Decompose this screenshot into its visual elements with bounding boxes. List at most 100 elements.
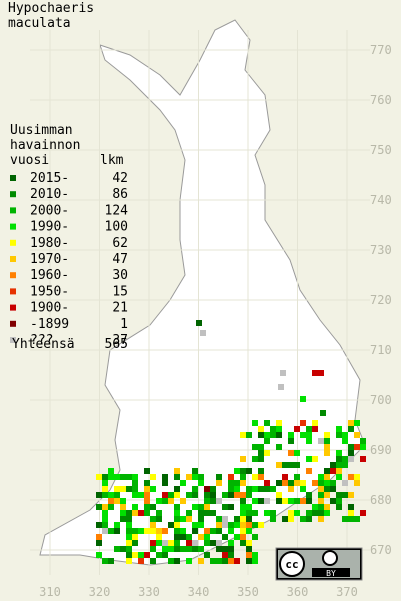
observation-square [132,474,138,480]
observation-square [228,474,234,480]
legend-swatch [10,256,16,262]
observation-square [246,486,252,492]
observation-square [102,474,108,480]
observation-square [132,534,138,540]
observation-square [228,552,234,558]
observation-square [240,468,246,474]
observation-square [264,480,270,486]
observation-square [312,426,318,432]
observation-square [252,522,258,528]
observation-square [198,474,204,480]
observation-square [354,432,360,438]
x-grid-label: 320 [89,585,111,599]
observation-square [108,558,114,564]
observation-square [252,420,258,426]
observation-square [168,492,174,498]
observation-square [108,492,114,498]
observation-square [216,474,222,480]
legend-count: 42 [112,171,128,186]
observation-square [120,498,126,504]
observation-square [144,552,150,558]
observation-square [174,516,180,522]
observation-square [108,504,114,510]
observation-square [228,540,234,546]
observation-square [276,444,282,450]
observation-square [282,480,288,486]
observation-square [348,450,354,456]
observation-square [204,552,210,558]
observation-square [354,420,360,426]
observation-square [270,486,276,492]
observation-square [186,534,192,540]
legend-header: havainnon [10,138,80,153]
license-text: BY [326,569,336,578]
observation-square [180,498,186,504]
observation-square [342,492,348,498]
observation-square [196,320,202,326]
observation-square [324,474,330,480]
observation-square [294,480,300,486]
observation-square [198,510,204,516]
observation-square [120,510,126,516]
observation-square [280,370,286,376]
observation-square [336,504,342,510]
observation-square [102,480,108,486]
observation-square [288,438,294,444]
observation-square [258,468,264,474]
observation-square [324,510,330,516]
observation-square [336,456,342,462]
observation-square [132,480,138,486]
observation-square [354,474,360,480]
observation-square [162,480,168,486]
observation-square [246,516,252,522]
observation-square [240,540,246,546]
legend-swatch [10,207,16,214]
observation-square [300,420,306,426]
observation-square [114,522,120,528]
observation-square [126,528,132,534]
observation-square [204,510,210,516]
observation-square [114,486,120,492]
observation-square [156,498,162,504]
observation-square [240,534,246,540]
observation-square [234,468,240,474]
observation-square [102,528,108,534]
observation-square [108,474,114,480]
observation-square [312,370,318,376]
observation-square [210,528,216,534]
observation-square [96,522,102,528]
observation-square [156,516,162,522]
observation-square [252,552,258,558]
observation-square [246,492,252,498]
observation-square [108,468,114,474]
observation-square [150,504,156,510]
observation-square [204,528,210,534]
observation-square [174,492,180,498]
x-grid-label: 330 [138,585,160,599]
observation-square [288,480,294,486]
observation-square [168,522,174,528]
observation-square [126,558,132,564]
observation-square [162,528,168,534]
observation-square [360,438,366,444]
observation-square [234,492,240,498]
legend-header: Uusimman [10,123,73,138]
observation-square [282,462,288,468]
observation-square [252,456,258,462]
observation-square [198,558,204,564]
observation-square [240,498,246,504]
observation-square [270,516,276,522]
observation-square [306,426,312,432]
observation-square [336,498,342,504]
observation-square [246,522,252,528]
legend-count: 124 [105,203,129,218]
observation-square [330,468,336,474]
observation-square [198,522,204,528]
observation-square [234,534,240,540]
observation-square [138,528,144,534]
observation-square [180,528,186,534]
observation-square [240,456,246,462]
observation-square [210,492,216,498]
observation-square [258,444,264,450]
